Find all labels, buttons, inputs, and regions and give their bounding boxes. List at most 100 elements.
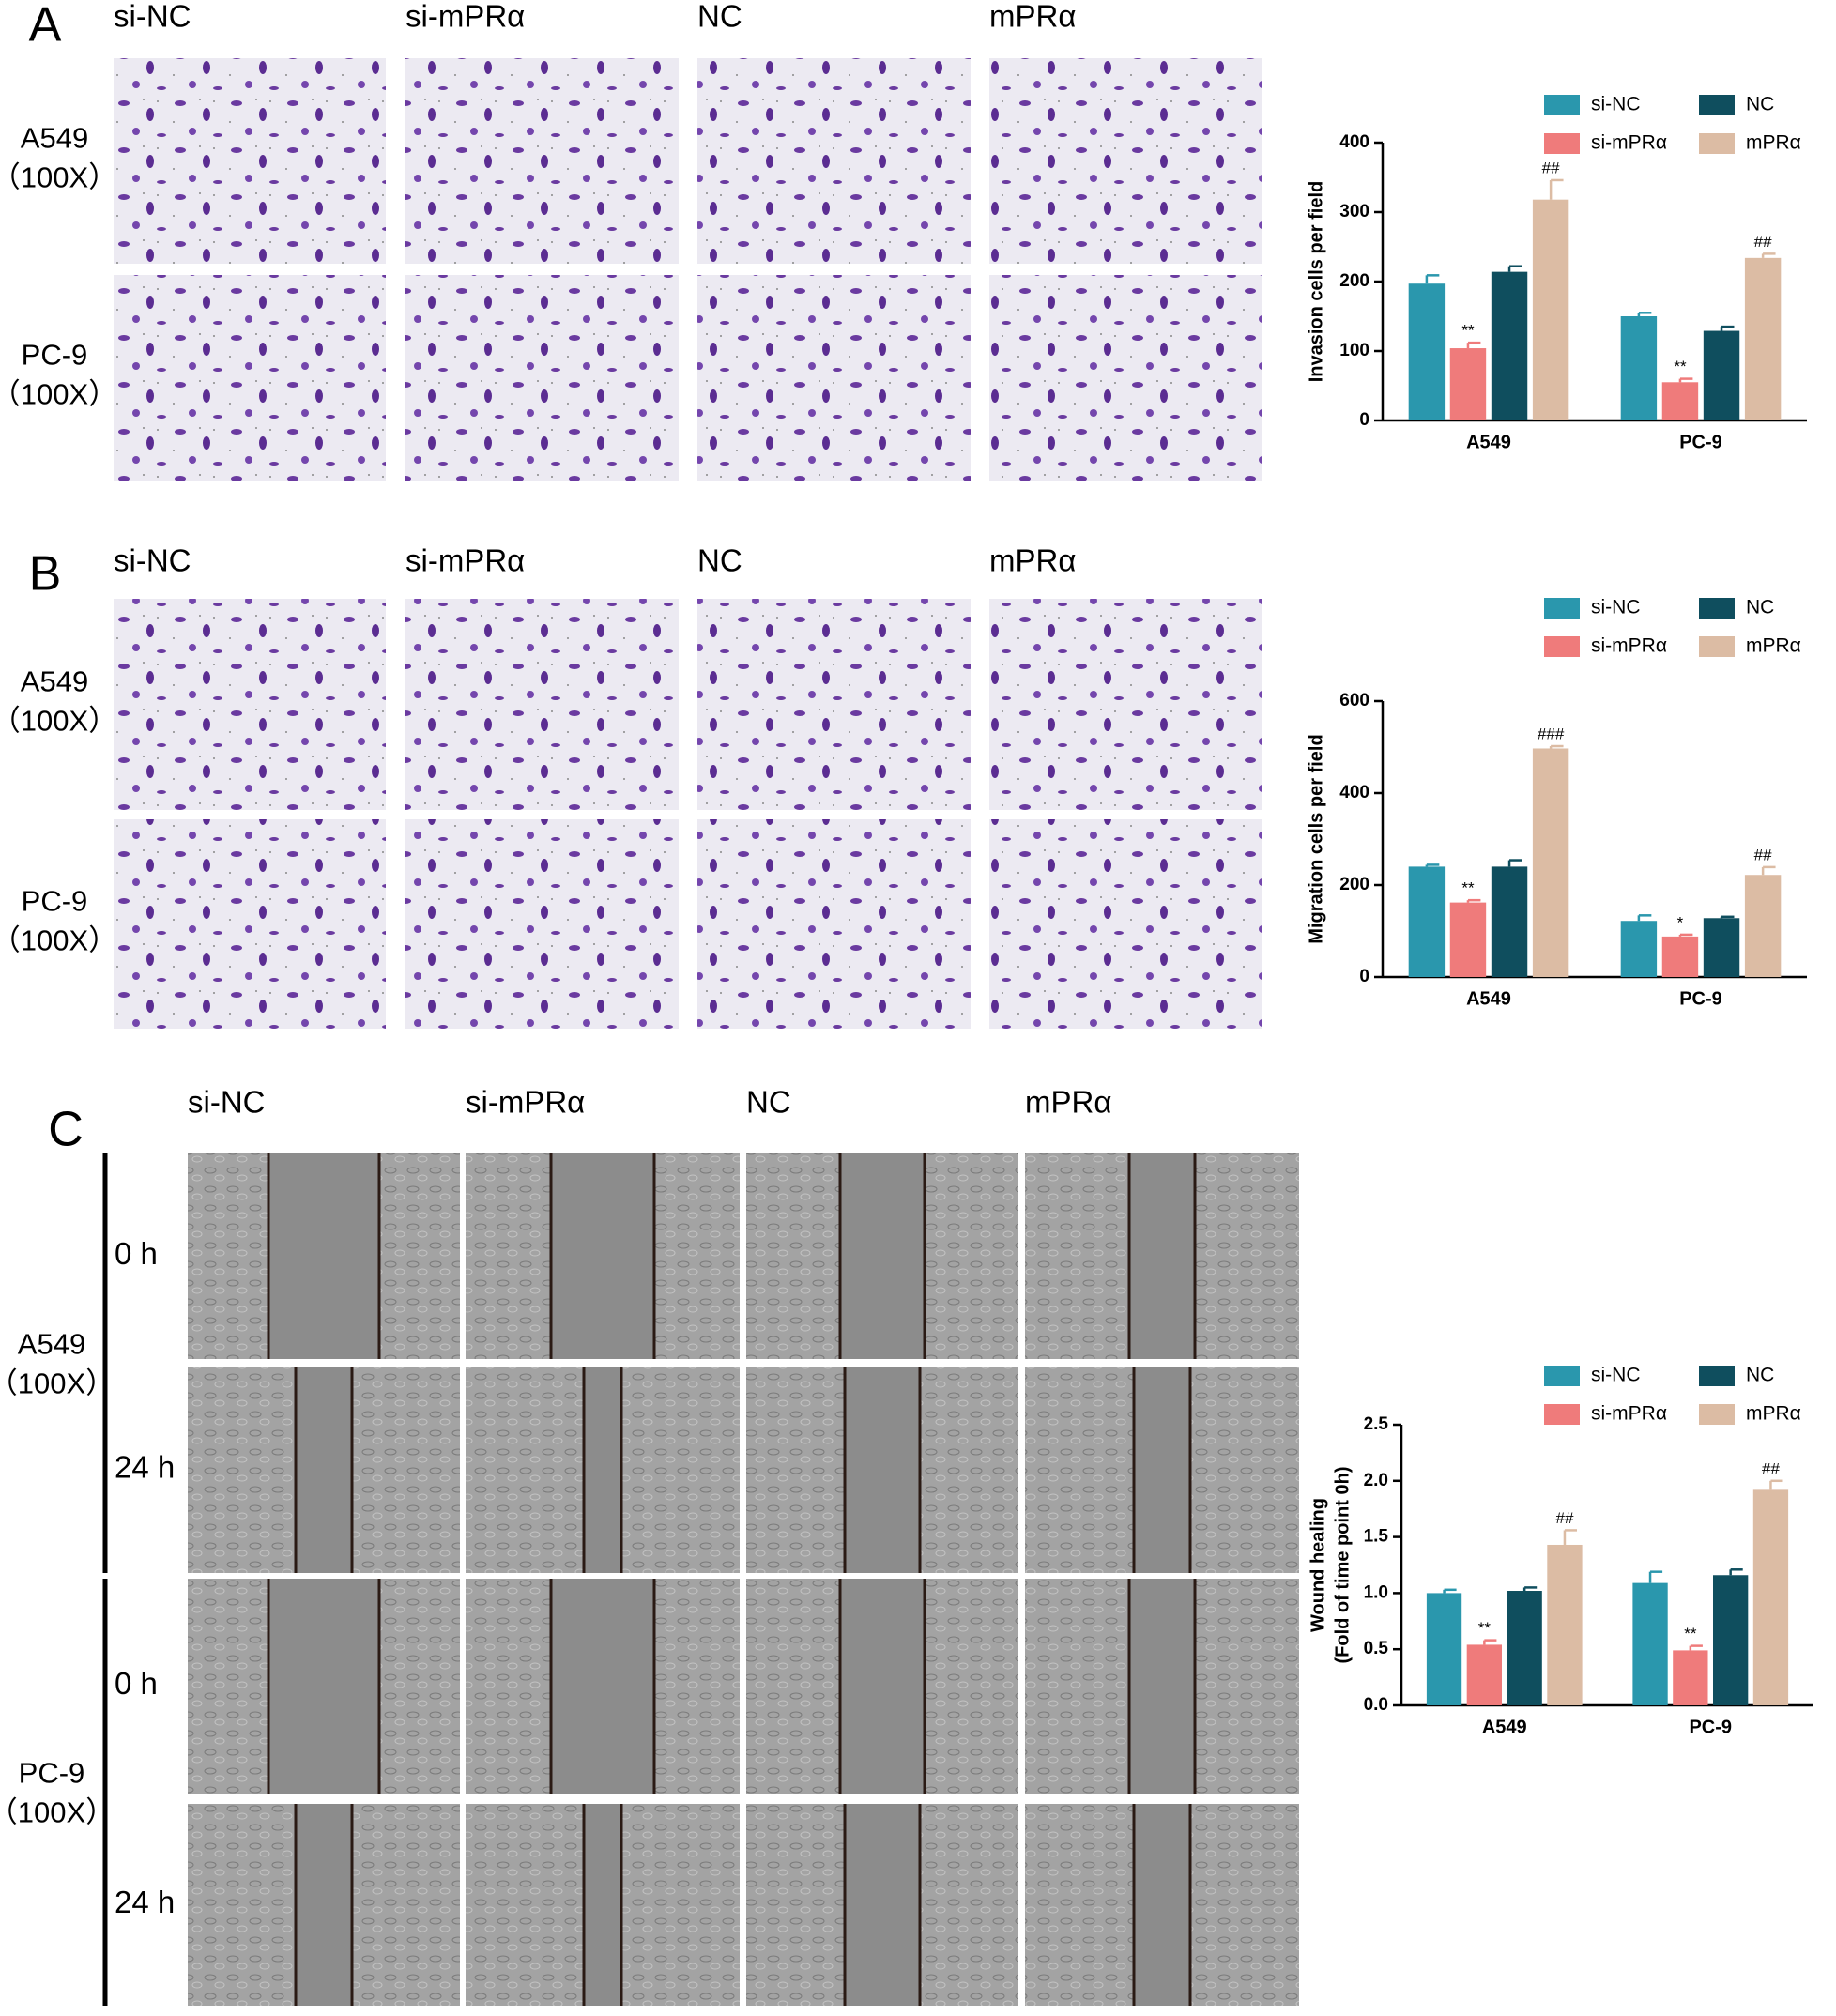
- group-label: A549: [18, 1328, 85, 1361]
- legend-swatch: [1699, 95, 1735, 115]
- wound-gap: [845, 1367, 920, 1573]
- column-label: mPRα: [989, 543, 1076, 578]
- legend-swatch: [1544, 1366, 1580, 1386]
- row-label: A549: [21, 122, 88, 155]
- wound-gap: [268, 1153, 379, 1359]
- x-tick-label: PC-9: [1679, 432, 1722, 452]
- micrograph: [697, 599, 971, 810]
- wound-gap: [840, 1153, 925, 1359]
- time-label: 24 h: [115, 1450, 175, 1485]
- y-axis-title: Invasion cells per field: [1306, 181, 1326, 383]
- significance-label: **: [1478, 1619, 1492, 1637]
- micrograph: [114, 275, 386, 481]
- y-tick-label: 200: [1339, 271, 1369, 291]
- micrograph: [989, 819, 1262, 1029]
- wound-gap: [296, 1367, 352, 1573]
- micrograph: [697, 275, 971, 481]
- legend-swatch: [1699, 598, 1735, 619]
- y-tick-label: 400: [1339, 783, 1369, 802]
- x-tick-label: PC-9: [1679, 988, 1722, 1009]
- bar: [1449, 902, 1487, 977]
- wound-gap: [840, 1579, 925, 1794]
- bar: [1632, 1582, 1668, 1705]
- micrograph: [405, 275, 679, 481]
- bar: [1703, 918, 1740, 977]
- x-tick-label: A549: [1466, 432, 1511, 452]
- micrograph: [405, 58, 679, 264]
- bar: [1408, 283, 1446, 420]
- row-label: PC-9: [22, 885, 88, 918]
- row-label: （100X）: [0, 705, 117, 738]
- significance-label: ###: [1538, 725, 1565, 743]
- x-tick-label: A549: [1482, 1717, 1527, 1737]
- wound-gap: [1129, 1153, 1195, 1359]
- bar: [1620, 921, 1658, 977]
- legend-label: mPRα: [1746, 635, 1801, 657]
- wound-gap: [296, 1804, 352, 2006]
- column-label: NC: [697, 0, 742, 34]
- bar: [1661, 382, 1699, 420]
- column-label: si-NC: [114, 543, 191, 578]
- y-tick-label: 0.0: [1364, 1695, 1388, 1715]
- column-label: mPRα: [989, 0, 1076, 34]
- bar: [1466, 1644, 1503, 1705]
- wound-gap: [584, 1367, 621, 1573]
- significance-label: *: [1677, 913, 1684, 931]
- significance-label: **: [1684, 1625, 1697, 1642]
- row-label: （100X）: [0, 924, 117, 957]
- column-label: mPRα: [1025, 1085, 1111, 1120]
- column-label: si-NC: [188, 1085, 265, 1120]
- bar: [1449, 348, 1487, 420]
- wound-gap: [268, 1579, 379, 1794]
- legend-swatch: [1544, 1404, 1580, 1425]
- significance-label: **: [1461, 322, 1475, 340]
- micrograph: [989, 58, 1262, 264]
- significance-label: ##: [1754, 233, 1772, 251]
- legend-swatch: [1544, 598, 1580, 619]
- panel-label: A: [29, 0, 62, 53]
- column-label: NC: [697, 543, 742, 578]
- bar: [1491, 271, 1528, 420]
- legend-label: si-mPRα: [1591, 1403, 1667, 1425]
- legend-swatch: [1544, 95, 1580, 115]
- wound-gap: [845, 1804, 920, 2006]
- legend-swatch: [1699, 1404, 1735, 1425]
- legend-label: si-mPRα: [1591, 635, 1667, 657]
- micrograph: [989, 275, 1262, 481]
- y-tick-label: 600: [1339, 691, 1369, 710]
- micrograph: [697, 58, 971, 264]
- column-label: NC: [746, 1085, 791, 1120]
- panel-label: C: [48, 1103, 84, 1157]
- y-tick-label: 1.0: [1364, 1582, 1388, 1602]
- bar: [1752, 1489, 1789, 1705]
- bar: [1532, 748, 1569, 977]
- time-label: 24 h: [115, 1885, 175, 1919]
- group-label: （100X）: [0, 1367, 115, 1400]
- legend-label: NC: [1746, 597, 1774, 619]
- y-tick-label: 400: [1339, 132, 1369, 152]
- micrograph: [114, 58, 386, 264]
- bar: [1744, 875, 1782, 977]
- wound-gap: [551, 1579, 654, 1794]
- row-label: （100X）: [0, 378, 117, 411]
- y-tick-label: 0.5: [1364, 1639, 1389, 1658]
- column-label: si-mPRα: [405, 0, 525, 34]
- y-tick-label: 2.0: [1364, 1471, 1388, 1490]
- wound-gap: [1129, 1579, 1195, 1794]
- legend-label: si-NC: [1591, 94, 1641, 115]
- bar: [1426, 1593, 1462, 1705]
- bar: [1620, 316, 1658, 420]
- column-label: si-mPRα: [466, 1085, 585, 1120]
- significance-label: ##: [1762, 1459, 1780, 1477]
- micrograph: [697, 819, 971, 1029]
- significance-label: ##: [1754, 846, 1772, 863]
- significance-label: ##: [1542, 159, 1560, 176]
- bar: [1547, 1544, 1583, 1705]
- bar: [1491, 866, 1528, 977]
- legend-swatch: [1699, 133, 1735, 154]
- bar: [1408, 866, 1446, 977]
- micrograph: [114, 819, 386, 1029]
- time-label: 0 h: [115, 1666, 158, 1701]
- row-label: （100X）: [0, 161, 117, 194]
